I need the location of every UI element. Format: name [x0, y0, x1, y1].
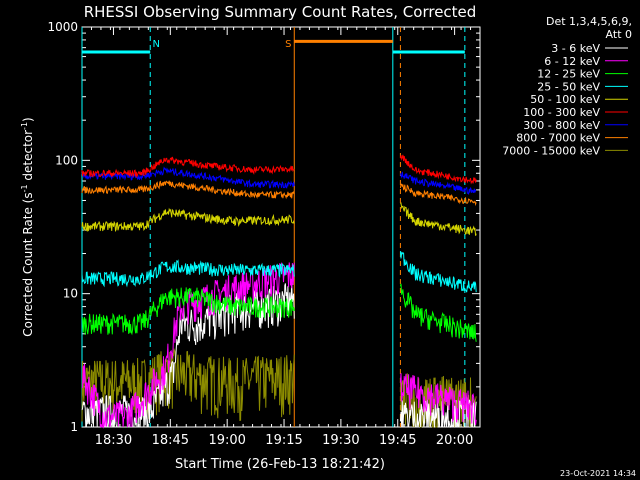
y-tick-label: 1000 — [47, 20, 78, 34]
legend-label: 800 - 7000 keV — [516, 132, 600, 145]
x-axis-label: Start Time (26-Feb-13 18:21:42) — [175, 457, 385, 472]
x-tick-label: 19:00 — [208, 433, 245, 448]
series-line — [399, 154, 477, 185]
legend-label: 300 - 800 keV — [523, 119, 600, 132]
series-line — [81, 347, 295, 422]
series-line — [81, 207, 295, 233]
x-tick-label: 19:45 — [379, 433, 416, 448]
series-line — [81, 259, 295, 288]
series-line — [399, 251, 477, 293]
series-line — [399, 373, 477, 426]
legend-header-1: Det 1,3,4,5,6,9, — [546, 15, 632, 28]
legend-label: 100 - 300 keV — [523, 106, 600, 119]
flag-label: N — [152, 39, 159, 50]
x-tick-label: 19:15 — [265, 433, 302, 448]
y-axis-label-end: ) — [21, 117, 35, 122]
x-tick-label: 18:45 — [152, 433, 189, 448]
y-axis-label-sup1: -1 — [20, 184, 29, 192]
series-line — [400, 202, 477, 236]
series-line — [81, 180, 295, 200]
series-line — [399, 283, 477, 342]
legend-label: 25 - 50 keV — [537, 80, 600, 93]
vertical-markers — [81, 27, 466, 427]
x-tick-label: 19:30 — [322, 433, 359, 448]
legend-label: 3 - 6 keV — [551, 42, 600, 55]
series-line — [81, 156, 295, 179]
series-line — [81, 262, 295, 429]
series-line — [399, 183, 477, 207]
y-tick-label: 100 — [55, 153, 78, 167]
x-tick-label: 18:30 — [95, 433, 132, 448]
y-axis-label-mid: detector — [21, 130, 35, 185]
series-line — [81, 287, 295, 336]
x-tick-label: 20:00 — [436, 433, 473, 448]
series-line — [81, 166, 295, 189]
legend-label: 12 - 25 keV — [537, 68, 600, 81]
y-tick-label: 1 — [70, 420, 78, 434]
series-group — [81, 154, 477, 429]
chart-title: RHESSI Observing Summary Count Rates, Co… — [84, 3, 477, 21]
legend-label: 7000 - 15000 keV — [502, 144, 600, 157]
x-axis: 18:30 18:45 19:00 19:15 19:30 19:45 20:00 — [81, 27, 481, 448]
y-axis-label-main: Corrected Count Rate (s — [21, 192, 35, 336]
series-line — [81, 282, 295, 428]
y-axis-label-sup2: -1 — [20, 122, 29, 130]
y-tick-label: 10 — [63, 287, 78, 301]
footer-timestamp: 23-Oct-2021 14:34 — [560, 469, 636, 478]
legend-label: 6 - 12 keV — [544, 55, 600, 68]
legend-header-2: Att 0 — [606, 28, 632, 41]
legend-label: 50 - 100 keV — [530, 93, 600, 106]
flag-label: S — [285, 39, 291, 50]
y-axis-label: Corrected Count Rate (s-1 detector-1) — [20, 117, 35, 336]
series-line — [399, 171, 477, 195]
